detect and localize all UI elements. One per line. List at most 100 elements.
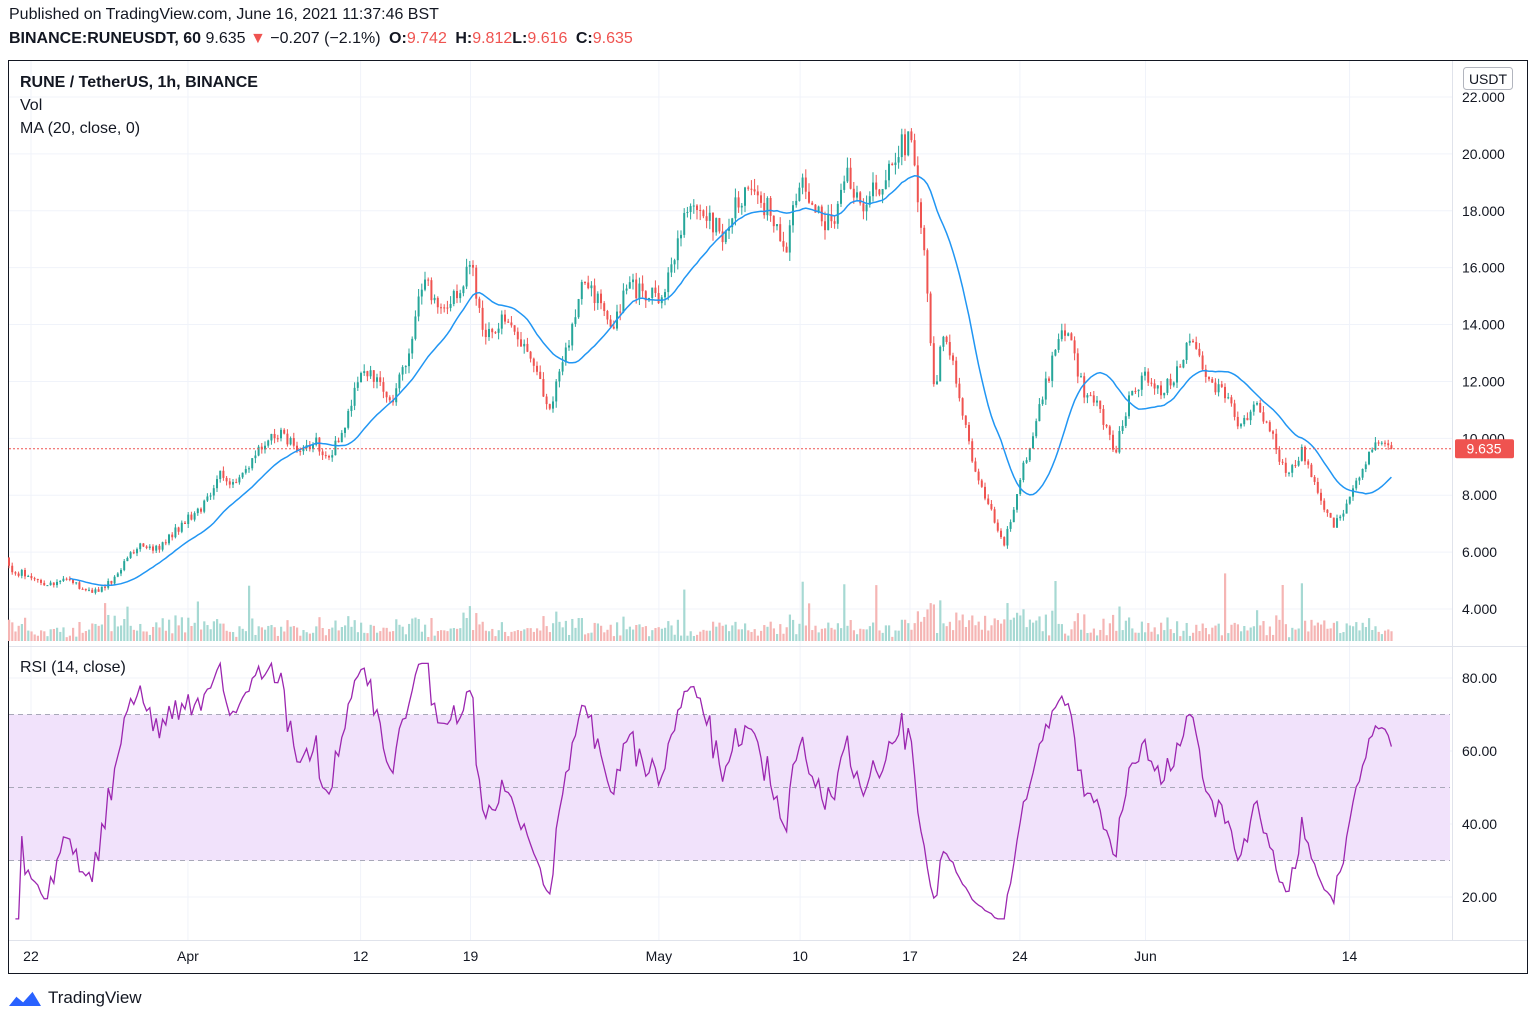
candle-body (804, 177, 807, 192)
time-tick-label[interactable]: 14 (1342, 948, 1358, 964)
candle-body (203, 500, 206, 512)
volume-bar (977, 621, 980, 641)
volume-bar (1108, 623, 1111, 641)
volume-bar (1387, 629, 1390, 641)
time-tick-label[interactable]: 12 (353, 948, 369, 964)
candle-body (884, 180, 887, 190)
volume-bar (1368, 618, 1371, 641)
candle-body (840, 189, 842, 204)
candle-body (657, 293, 660, 304)
volume-bar (1022, 609, 1025, 641)
candle-body (244, 469, 247, 473)
candle-body (1089, 395, 1092, 397)
candle-body (712, 212, 714, 233)
candle-body (478, 298, 481, 308)
candle-body (1124, 416, 1127, 426)
candle-body (740, 205, 743, 208)
tradingview-logo-icon (9, 990, 41, 1006)
volume-bar (1054, 581, 1057, 641)
time-tick-label[interactable]: 24 (1012, 948, 1028, 964)
time-tick-label[interactable]: Jun (1134, 948, 1157, 964)
volume-bar (104, 603, 107, 641)
candle-body (152, 546, 154, 551)
volume-bar (840, 628, 843, 641)
volume-bar (56, 627, 59, 641)
candle-body (452, 290, 455, 305)
volume-bar (1035, 620, 1038, 641)
volume-bar (702, 629, 705, 641)
candle-body (440, 307, 442, 309)
volume-bar (1070, 629, 1073, 641)
volume-bar (596, 623, 599, 641)
candle-body (350, 405, 353, 412)
price-tick-label: 20.000 (1462, 146, 1505, 162)
volume-bar (376, 632, 379, 641)
volume-bar (8, 619, 11, 641)
volume-bar (1006, 603, 1009, 641)
candle-body (692, 205, 695, 207)
time-tick-label[interactable]: 10 (792, 948, 808, 964)
candle-body (734, 197, 737, 219)
volume-bar (81, 632, 84, 641)
time-tick-label[interactable]: 17 (902, 948, 918, 964)
time-tick-label[interactable]: 19 (463, 948, 479, 964)
volume-bar (136, 630, 139, 641)
candle-body (196, 508, 199, 514)
candle-body (8, 557, 10, 566)
volume-bar (958, 620, 961, 641)
volume-bar (1364, 627, 1367, 641)
volume-bar (97, 625, 100, 641)
volume-bar (1284, 624, 1287, 641)
volume-bar (952, 630, 955, 641)
volume-bar (1156, 634, 1159, 641)
volume-bar (1102, 618, 1105, 641)
volume-bar (692, 635, 695, 641)
time-tick-label[interactable]: 22 (23, 948, 39, 964)
candle-body (180, 522, 183, 532)
volume-bar (440, 630, 443, 641)
candle-body (891, 163, 894, 166)
candle-body (344, 427, 346, 433)
volume-bar (17, 625, 20, 641)
candle-body (1294, 465, 1297, 467)
candle-body (638, 283, 641, 299)
candle-body (1044, 378, 1047, 400)
currency-badge[interactable]: USDT (1463, 67, 1513, 90)
time-tick-label[interactable]: Apr (177, 948, 199, 964)
volume-bar (1281, 584, 1284, 641)
candle-body (299, 451, 302, 453)
volume-bar (126, 606, 129, 641)
time-tick-label[interactable]: May (646, 948, 672, 964)
time-axis[interactable]: 22 Apr 12 19 May 10 17 24 Jun 14 (23, 948, 1357, 964)
candle-body (289, 438, 292, 445)
candle-body (267, 440, 270, 446)
volume-bar (193, 622, 196, 641)
volume-bar (212, 621, 215, 641)
volume-bar (116, 626, 119, 641)
candle-body (401, 367, 404, 375)
volume-bar (1224, 573, 1227, 641)
candle-body (1387, 443, 1390, 446)
volume-bar (267, 625, 270, 641)
volume-bar (1172, 633, 1175, 641)
candle-body (526, 343, 529, 352)
candle-body (1150, 382, 1153, 384)
volume-bar (1252, 626, 1255, 641)
volume-bar (948, 621, 951, 641)
candle-body (1371, 449, 1374, 452)
candle-body (1112, 434, 1114, 450)
volume-bar (1064, 633, 1067, 641)
volume-bar (1310, 619, 1313, 641)
candle-body (1160, 385, 1162, 396)
volume-bar (731, 625, 734, 641)
candle-body (91, 589, 94, 593)
candle-body (878, 189, 881, 195)
candle-body (980, 480, 983, 487)
candle-body (1096, 400, 1098, 403)
volume-bar (1188, 635, 1191, 641)
price-tick-label: 14.000 (1462, 317, 1505, 333)
tradingview-footer[interactable]: TradingView (8, 988, 142, 1008)
volume-bar (1342, 632, 1345, 641)
candle-body (1134, 390, 1137, 392)
